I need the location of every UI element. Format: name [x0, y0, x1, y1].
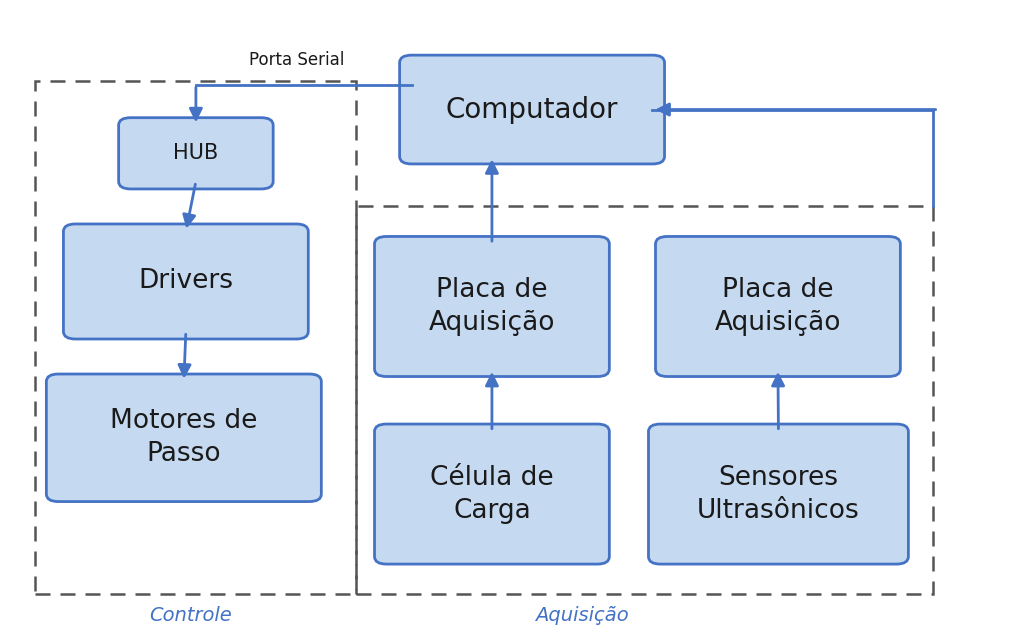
Text: Computador: Computador [445, 96, 618, 124]
FancyBboxPatch shape [375, 237, 609, 376]
Text: HUB: HUB [173, 144, 218, 163]
FancyBboxPatch shape [648, 424, 908, 564]
Text: Porta Serial: Porta Serial [249, 50, 344, 68]
FancyBboxPatch shape [63, 224, 308, 339]
FancyBboxPatch shape [655, 237, 900, 376]
Text: Motores de
Passo: Motores de Passo [111, 408, 258, 467]
Text: Célula de
Carga: Célula de Carga [430, 464, 554, 524]
Text: Drivers: Drivers [138, 269, 233, 295]
FancyBboxPatch shape [46, 374, 322, 501]
FancyBboxPatch shape [399, 55, 665, 164]
FancyBboxPatch shape [375, 424, 609, 564]
Text: Aquisição: Aquisição [536, 607, 629, 625]
Text: Placa de
Aquisição: Placa de Aquisição [715, 277, 841, 336]
Text: Placa de
Aquisição: Placa de Aquisição [429, 277, 555, 336]
Bar [35, 82, 356, 594]
FancyBboxPatch shape [119, 117, 273, 189]
Text: Controle: Controle [150, 607, 232, 625]
Bar [356, 207, 934, 594]
Text: Sensores
Ultrasônicos: Sensores Ultrasônicos [697, 464, 860, 524]
